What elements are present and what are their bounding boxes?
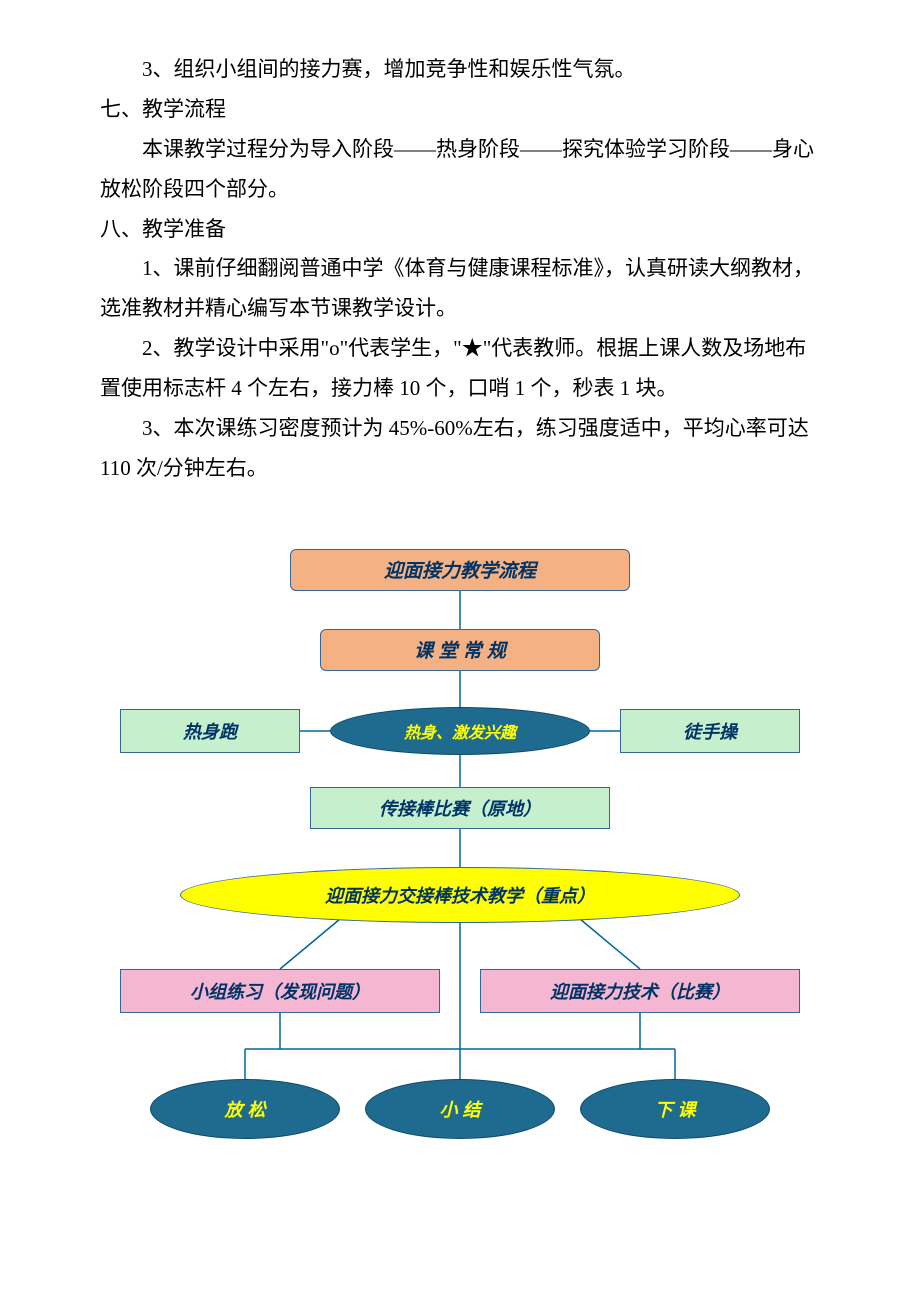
flowchart-node-title: 迎面接力教学流程 — [290, 549, 630, 591]
paragraph: 3、组织小组间的接力赛，增加竞争性和娱乐性气氛。 — [100, 50, 820, 90]
flowchart-node-warmupRight: 徒手操 — [620, 709, 800, 753]
document-page: 3、组织小组间的接力赛，增加竞争性和娱乐性气氛。 七、教学流程 本课教学过程分为… — [0, 0, 920, 1209]
paragraph: 2、教学设计中采用"o"代表学生，"★"代表教师。根据上课人数及场地布置使用标志… — [100, 329, 820, 409]
flowchart-node-practiceRight: 迎面接力技术（比赛） — [480, 969, 800, 1013]
section-heading-7: 七、教学流程 — [100, 90, 820, 130]
flowchart: 迎面接力教学流程课 堂 常 规热身、激发兴趣热身跑 徒手操传接棒比赛（原地） 迎面接… — [120, 549, 800, 1169]
flowchart-node-relax: 放 松 — [150, 1079, 340, 1139]
flowchart-node-keyTeach: 迎面接力交接棒技术教学（重点） — [180, 867, 740, 923]
section-heading-8: 八、教学准备 — [100, 210, 820, 250]
flowchart-node-passGame: 传接棒比赛（原地） — [310, 787, 610, 829]
flowchart-node-dismiss: 下 课 — [580, 1079, 770, 1139]
flowchart-node-routine: 课 堂 常 规 — [320, 629, 600, 671]
paragraph: 本课教学过程分为导入阶段——热身阶段——探究体验学习阶段——身心放松阶段四个部分… — [100, 130, 820, 210]
flowchart-node-warmupLeft: 热身跑 — [120, 709, 300, 753]
flowchart-node-summary: 小 结 — [365, 1079, 555, 1139]
paragraph: 1、课前仔细翻阅普通中学《体育与健康课程标准》，认真研读大纲教材，选准教材并精心… — [100, 249, 820, 329]
paragraph: 3、本次课练习密度预计为 45%-60%左右，练习强度适中，平均心率可达 110… — [100, 409, 820, 489]
flowchart-node-practiceLeft: 小组练习（发现问题） — [120, 969, 440, 1013]
flowchart-node-warmupCenter: 热身、激发兴趣 — [330, 707, 590, 755]
